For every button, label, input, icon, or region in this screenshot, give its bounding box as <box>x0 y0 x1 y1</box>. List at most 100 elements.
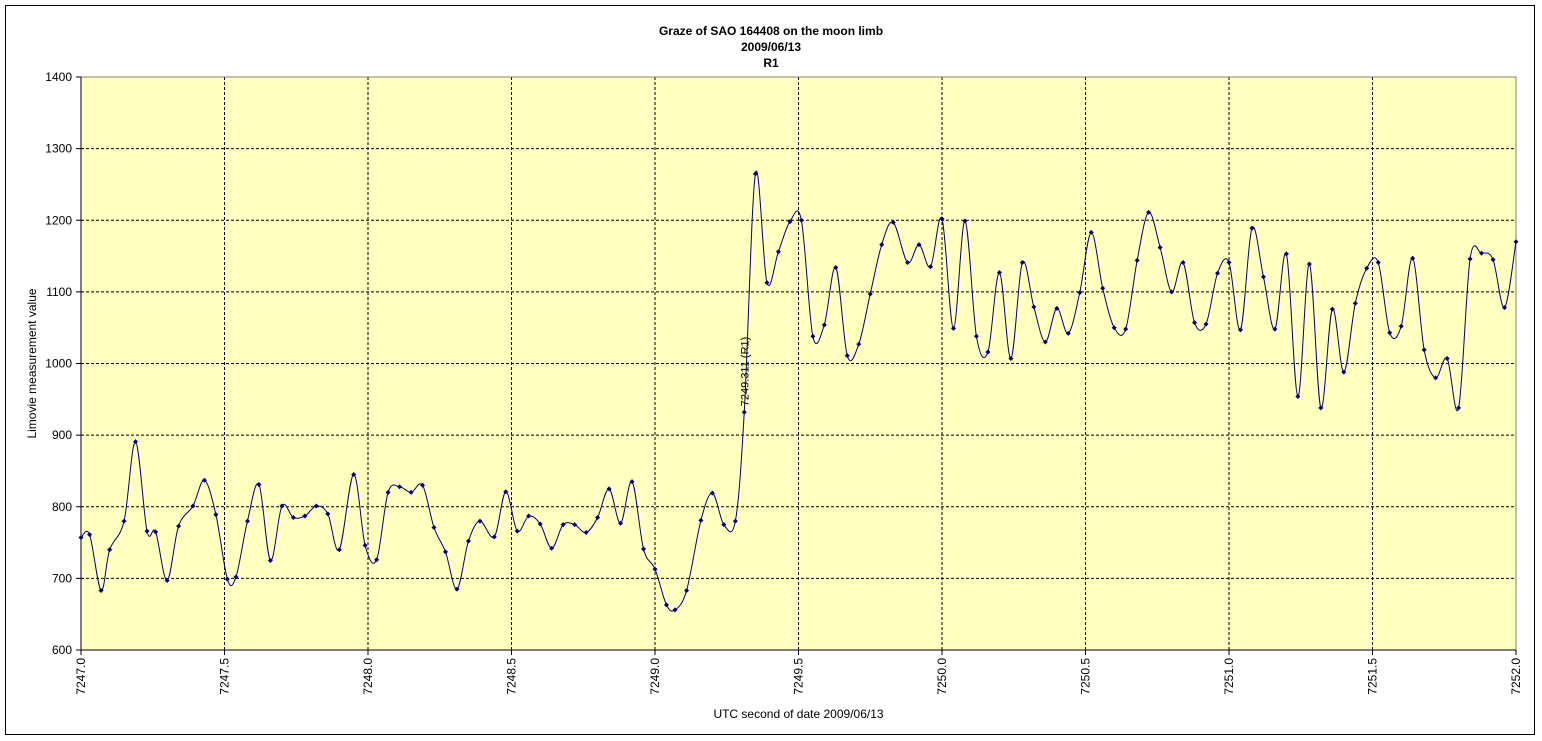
data-point-21 <box>313 503 319 509</box>
data-point-16 <box>256 482 262 488</box>
data-point-55 <box>709 490 715 496</box>
data-point-85 <box>1054 305 1060 311</box>
data-point-35 <box>477 518 483 524</box>
y-tick-label-6: 1200 <box>45 213 72 227</box>
x-tick-label-0: 7247.0 <box>74 658 88 695</box>
data-point-6 <box>144 528 150 534</box>
y-axis-ticks: 600 700 800 900 1000 1100 1200 1300 1400 <box>45 70 82 657</box>
data-point-123 <box>1490 257 1496 263</box>
data-point-9 <box>176 523 182 529</box>
data-point-91 <box>1123 326 1129 332</box>
data-point-105 <box>1283 251 1289 257</box>
data-point-75 <box>939 216 945 222</box>
data-point-106 <box>1295 393 1301 399</box>
data-point-99 <box>1215 270 1221 276</box>
data-point-97 <box>1192 320 1198 326</box>
data-point-120 <box>1456 405 1462 411</box>
data-point-10 <box>190 503 196 509</box>
data-point-14 <box>233 574 239 580</box>
data-point-43 <box>572 522 578 528</box>
y-tick-label-4: 1000 <box>45 357 72 371</box>
data-point-89 <box>1100 285 1106 291</box>
y-tick-label-2: 800 <box>52 500 72 514</box>
x-tick-label-10: 7252.0 <box>1509 658 1523 695</box>
series-points <box>78 171 1519 613</box>
data-point-38 <box>514 528 520 534</box>
y-tick-label-3: 900 <box>52 428 72 442</box>
data-point-79 <box>985 349 991 355</box>
data-point-87 <box>1077 290 1083 296</box>
data-point-15 <box>244 518 250 524</box>
data-point-124 <box>1502 305 1508 311</box>
data-point-31 <box>431 525 437 531</box>
chart-title-line-1: Graze of SAO 164408 on the moon limb <box>659 24 883 38</box>
data-point-8 <box>164 578 170 584</box>
data-point-114 <box>1387 330 1393 336</box>
data-point-96 <box>1180 260 1186 266</box>
data-point-66 <box>833 265 839 271</box>
data-point-92 <box>1134 257 1140 263</box>
data-point-0 <box>78 535 84 541</box>
data-point-69 <box>867 291 873 297</box>
data-point-47 <box>618 520 624 526</box>
data-point-93 <box>1146 209 1152 215</box>
data-point-68 <box>856 341 862 347</box>
chart-title-line-3: R1 <box>763 56 779 70</box>
y-tick-label-0: 600 <box>52 643 72 657</box>
x-tick-label-2: 7248.0 <box>361 658 375 695</box>
data-point-18 <box>279 503 285 509</box>
x-tick-label-9: 7251.5 <box>1366 658 1380 695</box>
y-tick-label-1: 700 <box>52 571 72 585</box>
x-tick-label-8: 7251.0 <box>1222 658 1236 695</box>
data-point-74 <box>928 264 934 270</box>
data-point-20 <box>302 513 308 519</box>
data-point-12 <box>213 512 219 518</box>
data-point-46 <box>606 486 612 492</box>
data-point-11 <box>201 477 207 483</box>
data-point-53 <box>684 588 690 594</box>
data-point-26 <box>374 557 380 563</box>
data-point-78 <box>973 333 979 339</box>
data-point-24 <box>351 472 357 478</box>
data-point-112 <box>1364 265 1370 271</box>
data-point-37 <box>503 489 509 495</box>
data-point-73 <box>916 242 922 248</box>
data-point-23 <box>336 547 342 553</box>
data-point-36 <box>491 534 497 540</box>
data-point-119 <box>1444 355 1450 361</box>
data-point-104 <box>1272 326 1278 332</box>
y-tick-label-7: 1300 <box>45 142 72 156</box>
data-point-82 <box>1019 260 1025 266</box>
y-tick-label-5: 1100 <box>46 285 72 299</box>
data-point-56 <box>721 522 727 528</box>
data-point-113 <box>1375 260 1381 266</box>
data-point-25 <box>362 542 368 548</box>
data-point-7 <box>153 529 159 535</box>
data-point-88 <box>1088 229 1094 235</box>
data-point-125 <box>1513 239 1519 245</box>
data-point-33 <box>454 586 460 592</box>
data-point-103 <box>1260 274 1266 280</box>
y-axis-label: Limovie measurement value <box>25 288 39 438</box>
data-point-121 <box>1467 256 1473 262</box>
data-point-111 <box>1352 300 1358 306</box>
data-point-44 <box>583 530 589 536</box>
data-point-39 <box>526 513 532 519</box>
data-point-80 <box>996 270 1002 276</box>
data-point-62 <box>787 219 793 225</box>
data-point-109 <box>1329 306 1335 312</box>
data-point-122 <box>1479 250 1485 256</box>
data-point-19 <box>290 514 296 520</box>
data-point-83 <box>1031 304 1037 310</box>
data-point-72 <box>905 260 911 266</box>
data-point-107 <box>1306 261 1312 267</box>
data-point-57 <box>732 518 738 524</box>
data-point-51 <box>663 602 669 608</box>
x-tick-label-3: 7248.5 <box>505 658 519 695</box>
data-point-64 <box>810 333 816 339</box>
data-point-98 <box>1203 321 1209 327</box>
data-point-71 <box>890 219 896 225</box>
x-tick-label-4: 7249.0 <box>648 658 662 695</box>
data-point-117 <box>1421 347 1427 353</box>
data-point-32 <box>442 549 448 555</box>
